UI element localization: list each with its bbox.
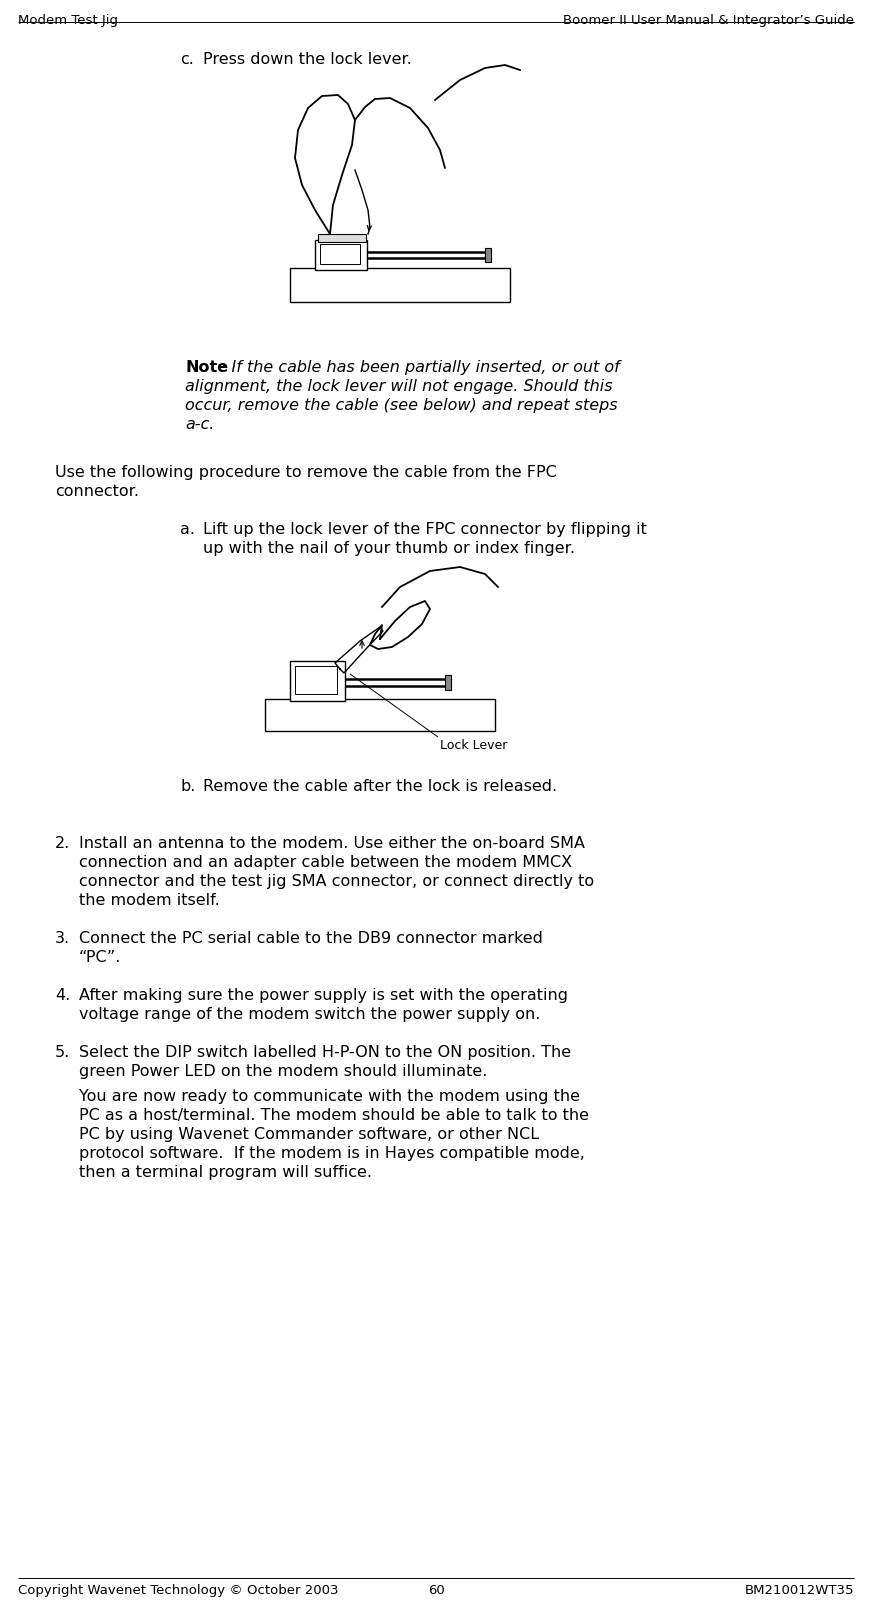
Bar — [290, 661, 345, 701]
Text: After making sure the power supply is set with the operating: After making sure the power supply is se… — [79, 988, 568, 1002]
Text: c.: c. — [180, 51, 194, 67]
Text: 60: 60 — [427, 1585, 445, 1598]
Text: connection and an adapter cable between the modem MMCX: connection and an adapter cable between … — [79, 855, 572, 869]
Text: connector and the test jig SMA connector, or connect directly to: connector and the test jig SMA connector… — [79, 874, 594, 889]
Text: Press down the lock lever.: Press down the lock lever. — [203, 51, 412, 67]
Text: Modem Test Jig: Modem Test Jig — [18, 14, 118, 27]
Text: Remove the cable after the lock is released.: Remove the cable after the lock is relea… — [203, 780, 557, 794]
Bar — [290, 268, 510, 302]
Text: You are now ready to communicate with the modem using the: You are now ready to communicate with th… — [79, 1089, 580, 1104]
Bar — [445, 675, 451, 690]
Text: green Power LED on the modem should illuminate.: green Power LED on the modem should illu… — [79, 1063, 487, 1079]
Text: : If the cable has been partially inserted, or out of: : If the cable has been partially insert… — [221, 359, 620, 375]
Bar — [318, 234, 366, 242]
Text: then a terminal program will suffice.: then a terminal program will suffice. — [79, 1165, 372, 1181]
Text: Use the following procedure to remove the cable from the FPC: Use the following procedure to remove th… — [55, 465, 556, 480]
Text: 3.: 3. — [55, 930, 70, 946]
Text: PC as a host/terminal. The modem should be able to talk to the: PC as a host/terminal. The modem should … — [79, 1108, 589, 1123]
Text: voltage range of the modem switch the power supply on.: voltage range of the modem switch the po… — [79, 1007, 541, 1022]
Text: BM210012WT35: BM210012WT35 — [745, 1585, 854, 1598]
Text: Connect the PC serial cable to the DB9 connector marked: Connect the PC serial cable to the DB9 c… — [79, 930, 543, 946]
Text: PC by using Wavenet Commander software, or other NCL: PC by using Wavenet Commander software, … — [79, 1128, 539, 1142]
Text: “PC”.: “PC”. — [79, 950, 121, 966]
Text: 2.: 2. — [55, 836, 71, 852]
Bar — [320, 244, 360, 265]
Text: up with the nail of your thumb or index finger.: up with the nail of your thumb or index … — [203, 541, 575, 557]
Text: protocol software.  If the modem is in Hayes compatible mode,: protocol software. If the modem is in Ha… — [79, 1145, 585, 1161]
Bar — [485, 249, 491, 261]
Text: 5.: 5. — [55, 1044, 71, 1060]
Text: Lift up the lock lever of the FPC connector by flipping it: Lift up the lock lever of the FPC connec… — [203, 521, 647, 537]
Bar — [265, 699, 495, 731]
Text: alignment, the lock lever will not engage. Should this: alignment, the lock lever will not engag… — [185, 379, 613, 395]
Text: the modem itself.: the modem itself. — [79, 893, 220, 908]
Bar — [315, 241, 367, 269]
Text: a-c.: a-c. — [185, 417, 215, 431]
Text: Select the DIP switch labelled H-P-ON to the ON position. The: Select the DIP switch labelled H-P-ON to… — [79, 1044, 571, 1060]
Text: connector.: connector. — [55, 484, 139, 499]
Text: Copyright Wavenet Technology © October 2003: Copyright Wavenet Technology © October 2… — [18, 1585, 338, 1598]
Text: 4.: 4. — [55, 988, 71, 1002]
Text: Lock Lever: Lock Lever — [440, 739, 508, 752]
Bar — [295, 666, 337, 695]
Text: a.: a. — [180, 521, 195, 537]
Text: occur, remove the cable (see below) and repeat steps: occur, remove the cable (see below) and … — [185, 398, 617, 412]
Text: b.: b. — [180, 780, 195, 794]
Text: Install an antenna to the modem. Use either the on-board SMA: Install an antenna to the modem. Use eit… — [79, 836, 585, 852]
Text: Note: Note — [185, 359, 228, 375]
Text: Boomer II User Manual & Integrator’s Guide: Boomer II User Manual & Integrator’s Gui… — [563, 14, 854, 27]
